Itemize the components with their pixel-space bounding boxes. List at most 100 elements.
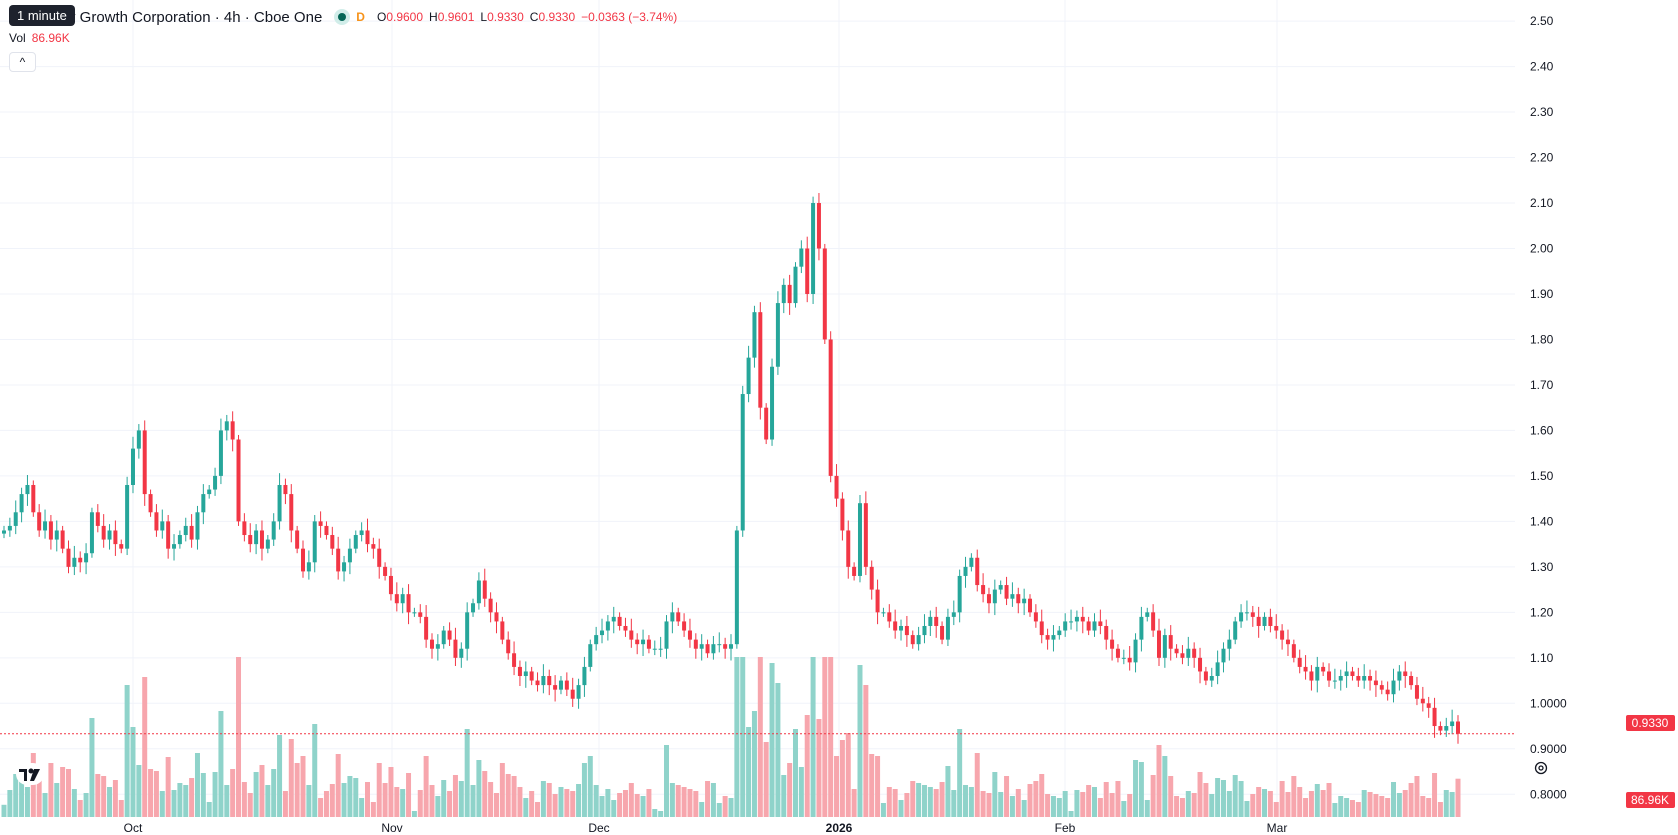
- symbol-title[interactable]: y Growth Corporation · 4h · Cboe One: [68, 8, 323, 26]
- high-label: H: [429, 10, 438, 24]
- volume-bar: [370, 802, 376, 817]
- candle-body: [512, 653, 517, 667]
- volume-bar: [1045, 794, 1051, 817]
- volume-bar: [1039, 774, 1045, 817]
- volume-bar: [335, 754, 341, 817]
- candle-body: [1168, 635, 1173, 649]
- volume-bar: [71, 789, 77, 817]
- candle-body: [224, 421, 229, 431]
- volume-bar: [236, 657, 242, 817]
- candle-body: [1285, 639, 1290, 645]
- candle-body: [811, 203, 816, 294]
- candle-body: [770, 366, 775, 440]
- collapse-legend-button[interactable]: ^: [9, 52, 36, 72]
- volume-bar: [1080, 792, 1086, 817]
- candle-body: [734, 530, 739, 645]
- candle-body: [54, 530, 59, 540]
- time-axis[interactable]: Oct Nov Dec 2026 Feb Mar: [124, 821, 1288, 835]
- gear-icon[interactable]: [1533, 760, 1549, 776]
- volume-bar: [828, 657, 834, 817]
- candle-body: [875, 589, 880, 613]
- candle-body: [353, 535, 358, 549]
- y-tick-label: 1.0000: [1530, 696, 1567, 710]
- candle-body: [500, 621, 505, 640]
- volume-bar: [36, 773, 42, 817]
- volume-bar: [875, 756, 881, 817]
- volume-bar: [816, 719, 822, 817]
- candle-body: [1010, 594, 1015, 599]
- volume-bar: [1262, 789, 1268, 817]
- volume-bar: [218, 711, 224, 817]
- volume-bar: [189, 778, 195, 817]
- x-tick-label: Nov: [381, 821, 402, 835]
- volume-bar: [406, 773, 412, 817]
- candle-body: [969, 557, 974, 567]
- volume-bar: [271, 769, 277, 817]
- candle-body: [1385, 689, 1390, 695]
- interval-tooltip: 1 minute: [9, 5, 75, 26]
- candle-body: [1368, 676, 1373, 681]
- volume-bar: [1168, 776, 1174, 817]
- candle-body: [1203, 671, 1208, 681]
- volume-bar: [7, 790, 13, 817]
- candle-body: [664, 621, 669, 649]
- candle-body: [793, 266, 798, 304]
- volume-bar: [95, 774, 101, 817]
- candle-body: [717, 644, 722, 646]
- volume-bar: [323, 791, 329, 817]
- candle-body: [1069, 621, 1074, 623]
- volume-bar: [458, 781, 464, 817]
- volume-bar: [640, 796, 646, 817]
- candle-body: [887, 612, 892, 622]
- x-tick-label: Dec: [588, 821, 609, 835]
- candle-body: [1438, 726, 1443, 731]
- candle-body: [1110, 639, 1115, 649]
- candle-body: [1121, 657, 1126, 659]
- market-status-icon[interactable]: [334, 9, 351, 25]
- grid-lines: [0, 0, 1515, 817]
- price-change: −0.0363 (−3.74%): [581, 10, 678, 24]
- candle-body: [799, 248, 804, 267]
- volume-bar: [464, 729, 470, 817]
- candle-body: [248, 535, 253, 545]
- candle-body: [95, 512, 100, 526]
- y-tick-label: 1.60: [1530, 423, 1554, 437]
- candle-body: [893, 621, 898, 631]
- volume-bar: [810, 657, 816, 817]
- candle-body: [594, 635, 599, 645]
- candle-body: [940, 625, 945, 640]
- volume-bar: [587, 756, 593, 817]
- candle-body: [588, 644, 593, 667]
- y-tick-label: 1.30: [1530, 560, 1554, 574]
- volume-bar: [353, 778, 359, 817]
- volume-bar: [347, 776, 353, 817]
- candle-body: [781, 284, 786, 304]
- candle-body: [1145, 612, 1150, 617]
- candle-body: [1397, 671, 1402, 681]
- volume-bar: [804, 715, 810, 817]
- candle-body: [1309, 671, 1314, 681]
- candle-body: [1432, 707, 1437, 727]
- volume-bar: [1338, 796, 1344, 817]
- candle-body: [236, 439, 241, 522]
- volume-bar: [1320, 790, 1326, 817]
- volume-bar: [1027, 784, 1033, 817]
- data-flag[interactable]: D: [356, 10, 365, 24]
- volume-bar: [511, 776, 517, 817]
- candle-body: [1256, 616, 1261, 626]
- volume-bar: [1121, 801, 1127, 817]
- volume-bar: [394, 787, 400, 817]
- volume-bar: [241, 782, 247, 817]
- volume-bar: [664, 745, 670, 817]
- volume-bar: [224, 785, 230, 817]
- y-tick-label: 0.8000: [1530, 787, 1567, 801]
- candle-body: [482, 580, 487, 599]
- candle-body: [1098, 621, 1103, 626]
- tradingview-logo[interactable]: [16, 763, 44, 785]
- volume-bar: [529, 791, 535, 817]
- candle-body: [259, 530, 264, 549]
- price-axis[interactable]: 2.50 2.40 2.30 2.20 2.10 2.00 1.90 1.80 1.70 1.60…: [1530, 14, 1567, 801]
- volume-bar: [318, 798, 324, 817]
- y-tick-label: 1.10: [1530, 651, 1554, 665]
